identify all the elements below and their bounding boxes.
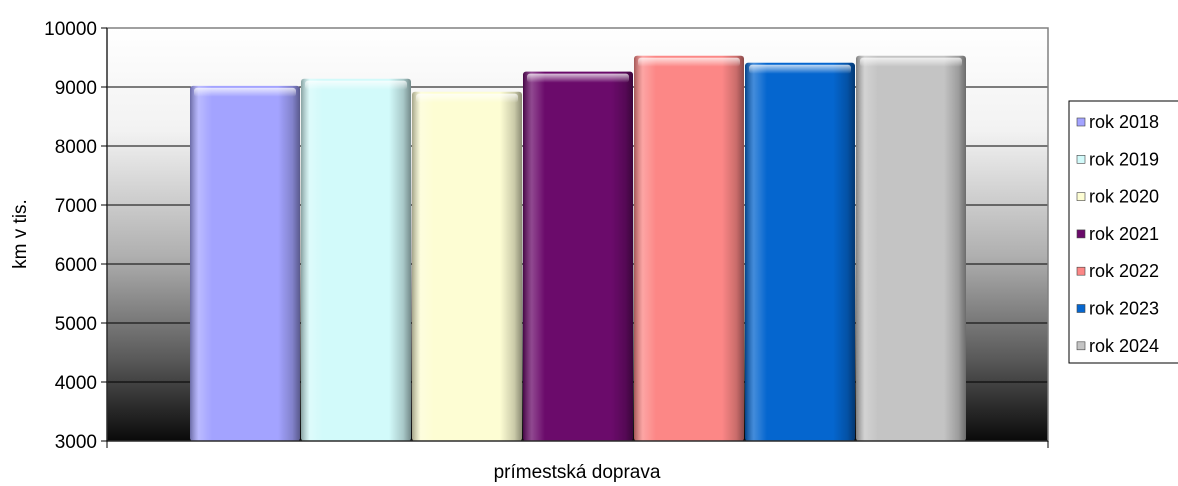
legend-label: rok 2024 (1089, 336, 1159, 356)
y-tick-label: 4000 (55, 373, 97, 394)
bar (745, 62, 855, 442)
legend-swatch (1076, 117, 1086, 127)
legend-label: rok 2021 (1089, 224, 1159, 244)
legend-item: rok 2021 (1076, 224, 1159, 244)
bar (856, 55, 966, 441)
legend-label: rok 2023 (1089, 299, 1159, 319)
bar-shading (412, 91, 522, 441)
bar-shading (523, 71, 633, 441)
y-tick-label: 7000 (55, 196, 97, 217)
bar-highlight (527, 73, 629, 83)
bar-shading (856, 55, 966, 441)
y-tick-labels: 3000 4000 5000 6000 7000 8000 9000 10000 (44, 19, 107, 453)
bars (190, 55, 966, 442)
legend-swatch (1076, 155, 1086, 164)
legend-label: rok 2018 (1089, 112, 1159, 132)
legend-label: rok 2019 (1089, 149, 1159, 169)
x-axis-category-label: prímestská doprava (494, 462, 661, 483)
legend-item: rok 2020 (1076, 187, 1159, 207)
legend-item: rok 2018 (1076, 112, 1159, 132)
bar-highlight (860, 57, 962, 67)
legend: rok 2018 rok 2019 rok 2020 rok 2021 rok 2022… (1068, 100, 1178, 364)
bar-highlight (416, 93, 518, 103)
legend-swatch (1076, 341, 1086, 351)
legend-swatch (1076, 304, 1086, 313)
bar-shading (745, 62, 855, 442)
legend-item: rok 2022 (1076, 261, 1159, 281)
axes (106, 27, 1049, 448)
bar (523, 71, 633, 441)
legend-label: rok 2022 (1089, 261, 1159, 281)
bar-highlight (638, 57, 740, 67)
bar (634, 55, 744, 441)
bar (412, 91, 522, 441)
bar-highlight (749, 64, 851, 74)
legend-swatch (1076, 229, 1086, 239)
y-tick-label: 3000 (55, 432, 97, 453)
legend-item: rok 2019 (1076, 149, 1159, 169)
y-axis-title: km v tis. (10, 199, 31, 269)
bar (190, 85, 300, 441)
bar-shading (190, 85, 300, 441)
y-tick-label: 10000 (44, 19, 97, 40)
legend-swatch (1076, 266, 1086, 276)
y-tick-label: 6000 (55, 255, 97, 276)
bar-shading (301, 78, 411, 442)
bar (301, 78, 411, 442)
bar-highlight (194, 87, 296, 97)
legend-item: rok 2024 (1076, 336, 1159, 356)
legend-swatch (1076, 192, 1086, 201)
legend-label: rok 2020 (1089, 187, 1159, 207)
bar-highlight (305, 80, 407, 90)
y-tick-label: 8000 (55, 137, 97, 158)
y-tick-label: 5000 (55, 314, 97, 335)
bar-shading (634, 55, 744, 441)
legend-box (1068, 100, 1178, 364)
legend-item: rok 2023 (1076, 299, 1159, 319)
y-tick-label: 9000 (55, 78, 97, 99)
